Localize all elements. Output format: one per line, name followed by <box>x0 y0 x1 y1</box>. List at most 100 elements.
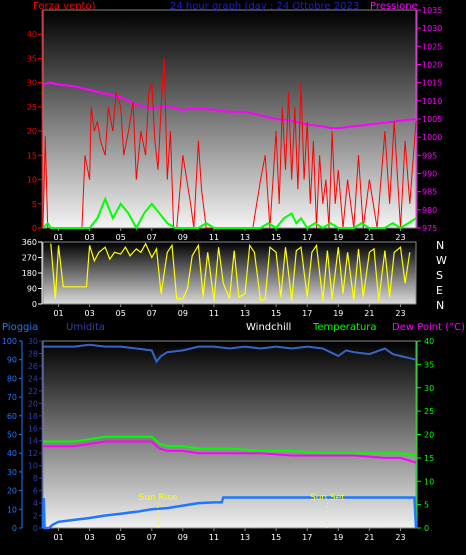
humidity-y-tick-label: 16 <box>28 424 38 433</box>
bottom-x-tick-label: 11 <box>209 533 219 542</box>
compass-n-bottom: N <box>436 299 444 312</box>
middle-x-tick-label: 15 <box>271 309 281 318</box>
temperature-y-tick-label: 35 <box>424 360 434 369</box>
top-x-tick-label: 21 <box>364 233 374 242</box>
bottom-x-tick-label: 05 <box>116 533 126 542</box>
direction-y-tick-label: 0 <box>32 300 37 309</box>
top-x-tick-label: 11 <box>209 233 219 242</box>
humidity-y-tick-label: 22 <box>28 387 38 396</box>
bottom-x-tick-label: 03 <box>85 533 95 542</box>
direction-y-tick-label: 270 <box>22 254 37 263</box>
rain-y-tick-label: 60 <box>7 412 17 421</box>
series-wind-direction-line <box>50 242 411 302</box>
middle-x-tick-label: 11 <box>209 309 219 318</box>
rain-y-tick-label: 90 <box>7 356 17 365</box>
wind-y-tick-label: 40 <box>27 30 37 39</box>
top-x-tick-label: 03 <box>85 233 95 242</box>
middle-x-tick-label: 03 <box>85 309 95 318</box>
rain-y-tick-label: 40 <box>7 449 17 458</box>
top-x-tick-label: 01 <box>53 233 63 242</box>
wind-pressure-plot-area <box>42 9 417 229</box>
compass-e: E <box>436 284 443 297</box>
pressure-y-tick-label: 1015 <box>422 79 442 88</box>
wind-y-tick-label: 5 <box>32 200 37 209</box>
top-x-tick-label: 07 <box>147 233 157 242</box>
compass-w: W <box>436 254 447 267</box>
rain-y-tick-label: 100 <box>2 337 17 346</box>
humidity-y-tick-label: 6 <box>33 487 38 496</box>
temperature-y-tick-label: 20 <box>424 431 434 440</box>
temperature-legend: Temperatura <box>312 322 377 333</box>
humidity-axis-title: Umidita <box>66 322 105 333</box>
humidity-y-tick-label: 24 <box>28 374 38 383</box>
pressure-y-tick-label: 975 <box>422 224 437 233</box>
direction-y-tick-label: 90 <box>27 285 37 294</box>
humidity-y-tick-label: 26 <box>28 362 38 371</box>
middle-x-tick-label: 05 <box>116 309 126 318</box>
pressure-y-tick-label: 1035 <box>422 6 442 15</box>
middle-x-tick-label: 09 <box>178 309 188 318</box>
series-umidita-line <box>43 343 417 364</box>
wind-axis-title: Forza vento) <box>33 1 96 12</box>
windchill-legend: Windchill <box>246 322 291 333</box>
temperature-y-tick-label: 15 <box>424 454 434 463</box>
graph-day-title: 24 hour graph (day : 24 Ottobre 2023 <box>170 1 359 12</box>
pressure-y-tick-label: 1020 <box>422 61 442 70</box>
sunrise-label: Sun Rise <box>139 493 178 503</box>
series-temperatura-line <box>43 435 417 457</box>
bottom-x-tick-label: 21 <box>364 533 374 542</box>
rain-y-tick-label: 50 <box>7 431 17 440</box>
top-x-tick-label: 05 <box>116 233 126 242</box>
pressure-y-tick-label: 1005 <box>422 115 442 124</box>
bottom-x-tick-label: 23 <box>395 533 405 542</box>
bottom-x-tick-label: 17 <box>302 533 312 542</box>
pressure-y-tick-label: 1000 <box>422 133 442 142</box>
dew-point-axis-title: Dew Point (°C) <box>392 322 465 333</box>
humidity-y-tick-label: 4 <box>33 499 38 508</box>
wind-y-tick-label: 10 <box>27 176 37 185</box>
top-x-tick-label: 09 <box>178 233 188 242</box>
pressure-y-tick-label: 1025 <box>422 42 442 51</box>
middle-x-tick-label: 13 <box>240 309 250 318</box>
humidity-y-tick-label: 8 <box>33 474 38 483</box>
humidity-y-tick-label: 18 <box>28 412 38 421</box>
humidity-y-tick-label: 0 <box>33 524 38 533</box>
pressure-y-tick-label: 1010 <box>422 97 442 106</box>
rain-y-tick-label: 30 <box>7 468 17 477</box>
pressure-y-tick-label: 990 <box>422 170 437 179</box>
rain-y-tick-label: 0 <box>12 524 17 533</box>
series-pioggia-line <box>41 496 418 530</box>
sunset-label: Sun Set <box>310 493 345 503</box>
series-dew-point-line <box>43 440 417 464</box>
compass-n-top: N <box>436 239 444 252</box>
middle-x-tick-label: 21 <box>364 309 374 318</box>
middle-x-tick-label: 17 <box>302 309 312 318</box>
temperature-y-tick-label: 30 <box>424 384 434 393</box>
middle-x-tick-label: 23 <box>395 309 405 318</box>
wind-y-tick-label: 20 <box>27 127 37 136</box>
rain-axis-title: Pioggia <box>2 322 38 333</box>
wind-y-tick-label: 25 <box>27 103 37 112</box>
wind-y-tick-label: 35 <box>27 54 37 63</box>
bottom-x-tick-label: 01 <box>53 533 63 542</box>
pressure-y-tick-label: 985 <box>422 188 437 197</box>
bottom-x-tick-label: 13 <box>240 533 250 542</box>
middle-x-tick-label: 07 <box>147 309 157 318</box>
direction-y-tick-label: 180 <box>22 269 37 278</box>
rain-y-tick-label: 70 <box>7 393 17 402</box>
pressure-y-tick-label: 1030 <box>422 24 442 33</box>
middle-x-tick-label: 01 <box>53 309 63 318</box>
pressure-y-tick-label: 995 <box>422 151 437 160</box>
temperature-y-tick-label: 5 <box>424 501 429 510</box>
pressure-y-tick-label: 980 <box>422 206 437 215</box>
humidity-y-tick-label: 14 <box>28 437 38 446</box>
compass-labels: N W S E N <box>436 239 447 312</box>
temperature-y-tick-label: 25 <box>424 407 434 416</box>
top-x-tick-label: 15 <box>271 233 281 242</box>
direction-y-tick-label: 360 <box>22 238 37 247</box>
humidity-y-tick-label: 30 <box>28 337 38 346</box>
humidity-y-tick-label: 12 <box>28 449 38 458</box>
bottom-x-tick-label: 15 <box>271 533 281 542</box>
humidity-y-tick-label: 20 <box>28 399 38 408</box>
humidity-y-tick-label: 28 <box>28 349 38 358</box>
